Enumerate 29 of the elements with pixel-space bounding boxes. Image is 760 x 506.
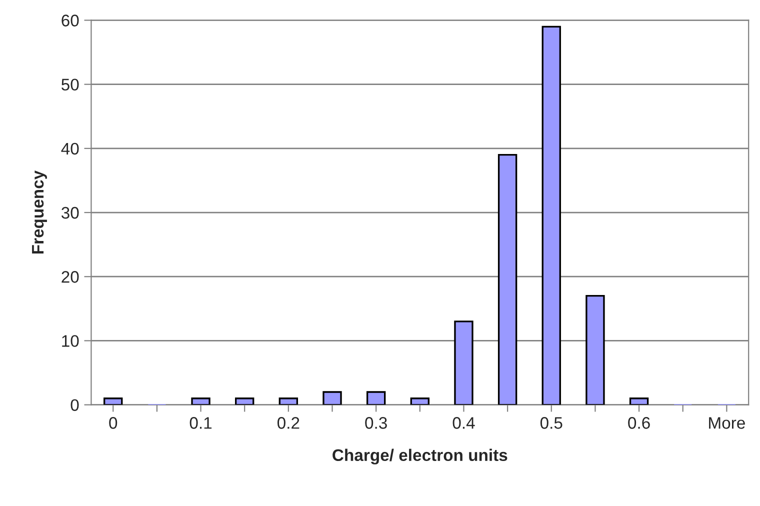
x-tick-label: 0.4 [452,417,475,429]
y-tick-label: 50 [62,78,79,91]
bar [234,398,254,405]
bar [104,398,123,405]
x-tick-label: More [709,417,745,429]
bar [322,391,342,405]
bar [278,398,298,405]
bar [410,398,430,405]
x-tick-label: 0.6 [628,417,650,429]
bar [366,391,386,405]
y-axis-title: Frequency [32,170,47,254]
bar [454,320,474,405]
y-tick-label: 60 [62,14,79,26]
x-tick-label: 0 [109,417,118,429]
bar [191,398,210,405]
y-tick-label: 40 [61,142,79,155]
y-tick-label: 10 [62,335,79,347]
x-tick-label: 0.5 [540,417,562,429]
x-tick-label: 0.1 [190,417,212,429]
x-axis-title: Charge/ electron units [332,448,508,464]
bar [498,154,518,405]
bar [542,26,561,405]
y-tick-label: 0 [70,399,79,412]
x-tick-label: 0.2 [277,417,300,429]
y-tick-label: 30 [61,206,79,219]
bar [629,398,649,405]
x-tick-label: 0.3 [365,417,387,429]
bar [586,295,605,405]
y-tick-label: 20 [62,271,79,283]
